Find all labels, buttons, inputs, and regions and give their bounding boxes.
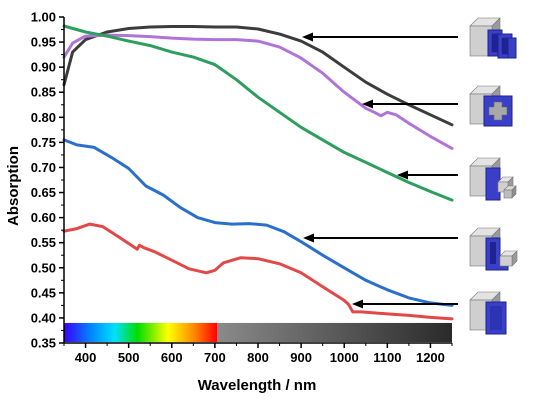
visible-spectrum-band [64, 322, 218, 342]
annotation-arrows [302, 32, 458, 309]
series-line-3 [62, 24, 454, 202]
x-axis-title: Wavelength / nm [198, 377, 317, 394]
y-tick-label: 0.50 [31, 260, 56, 275]
box-l-shape-icon [469, 227, 518, 271]
box-cross-cutout-icon [469, 85, 513, 127]
x-tick-label: 600 [161, 350, 183, 365]
x-tick-label: 700 [204, 350, 226, 365]
arrow-head [352, 299, 363, 309]
y-tick-label: 0.55 [31, 235, 56, 250]
y-tick-label: 0.35 [31, 336, 56, 351]
y-tick-label: 0.60 [31, 210, 56, 225]
arrow-head [362, 99, 373, 109]
wavelength-color-bar [64, 322, 452, 342]
y-axis-title: Absorption [5, 146, 22, 226]
box-blue-face-icon [469, 291, 507, 335]
series-line-1 [62, 25, 454, 127]
x-tick-label: 800 [247, 350, 269, 365]
arrow-head [303, 233, 314, 243]
y-tick-label: 0.65 [31, 185, 56, 200]
box-nested-frames-icon [469, 17, 517, 59]
box-small-protrusion-icon [469, 157, 517, 201]
y-tick-label: 0.90 [31, 60, 56, 75]
arrow-head [397, 170, 408, 180]
x-tick-label: 500 [118, 350, 140, 365]
y-tick-label: 0.40 [31, 310, 56, 325]
x-tick-label: 1000 [330, 350, 359, 365]
y-tick-label: 0.45 [31, 285, 56, 300]
y-tick-label: 0.95 [31, 35, 56, 50]
y-tick-label: 0.80 [31, 110, 56, 125]
series-line-2 [62, 33, 454, 150]
y-tick-label: 1.00 [31, 10, 56, 25]
x-tick-label: 1100 [373, 350, 401, 365]
arrow-head [302, 32, 313, 42]
y-tick-label: 0.75 [31, 135, 56, 150]
plot-series [62, 24, 454, 321]
structure-icons [469, 17, 518, 335]
series-line-5 [62, 222, 454, 321]
chart-axes: 0.35 0.40 0.45 0.50 0.55 0.60 0.65 0.70 0.75 0.80… [31, 10, 453, 365]
y-tick-label: 0.70 [31, 160, 56, 175]
series-line-4 [62, 138, 454, 307]
y-tick-label: 0.85 [31, 85, 56, 100]
infrared-band [217, 322, 452, 342]
x-tick-label: 400 [75, 350, 97, 365]
x-tick-label: 1200 [416, 350, 445, 365]
x-tick-label: 900 [290, 350, 312, 365]
